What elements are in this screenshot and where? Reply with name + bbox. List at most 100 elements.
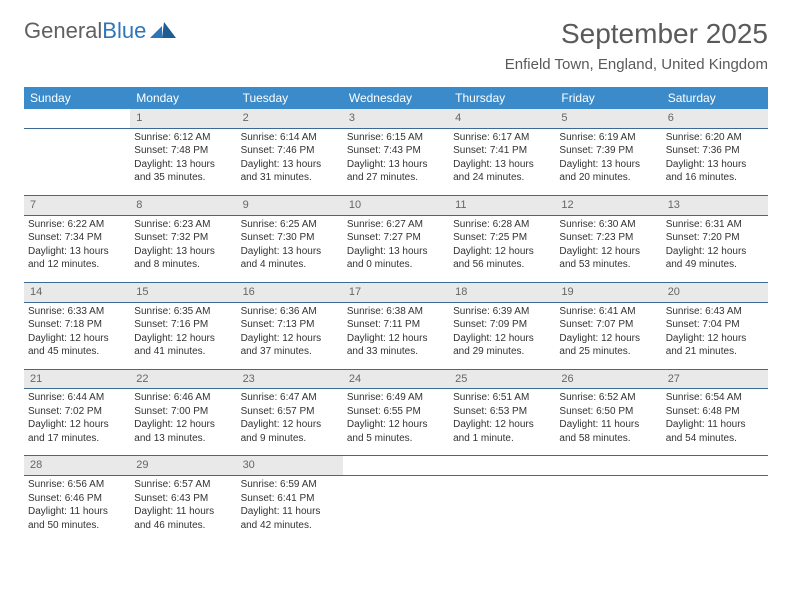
day-data-row: Sunrise: 6:12 AMSunset: 7:48 PMDaylight:…: [24, 128, 768, 195]
daylight-text: Daylight: 12 hours: [666, 245, 764, 259]
day-number-cell: [662, 456, 768, 476]
sunset-text: Sunset: 7:04 PM: [666, 318, 764, 332]
sunrise-text: Sunrise: 6:27 AM: [347, 218, 445, 232]
sunset-text: Sunset: 7:41 PM: [453, 144, 551, 158]
daylight-text: Daylight: 12 hours: [666, 332, 764, 346]
day-number-cell: 11: [449, 195, 555, 215]
daylight-text: Daylight: 11 hours: [559, 418, 657, 432]
day-data-cell: Sunrise: 6:46 AMSunset: 7:00 PMDaylight:…: [130, 389, 236, 456]
sunrise-text: Sunrise: 6:22 AM: [28, 218, 126, 232]
header: GeneralBlue September 2025 Enfield Town,…: [24, 18, 768, 73]
day-data-cell: Sunrise: 6:57 AMSunset: 6:43 PMDaylight:…: [130, 476, 236, 543]
day-data-row: Sunrise: 6:56 AMSunset: 6:46 PM Daylight:…: [24, 476, 768, 543]
day-number-cell: 23: [237, 369, 343, 389]
day-number-cell: 17: [343, 282, 449, 302]
sunset-text: Sunset: 7:25 PM: [453, 231, 551, 245]
day-data-cell: [24, 128, 130, 195]
daylight-text: Daylight: 12 hours: [347, 418, 445, 432]
day-data-cell: Sunrise: 6:15 AMSunset: 7:43 PMDaylight:…: [343, 128, 449, 195]
sunset-text: Sunset: 6:41 PM: [241, 492, 339, 506]
logo-word1: General: [24, 18, 102, 44]
weekday-header: Sunday: [24, 87, 130, 109]
daylight-text: and 50 minutes.: [28, 519, 126, 533]
daylight-text: and 41 minutes.: [134, 345, 232, 359]
sunrise-text: Sunrise: 6:36 AM: [241, 305, 339, 319]
daylight-text: and 21 minutes.: [666, 345, 764, 359]
sunrise-text: Sunrise: 6:17 AM: [453, 131, 551, 145]
sunset-text: Sunset: 7:32 PM: [134, 231, 232, 245]
daylight-text: and 33 minutes.: [347, 345, 445, 359]
daylight-text: and 27 minutes.: [347, 171, 445, 185]
sunset-text: Sunset: 6:48 PM: [666, 405, 764, 419]
sunrise-text: Sunrise: 6:57 AM: [134, 478, 232, 492]
day-number-cell: 30: [237, 456, 343, 476]
day-number-cell: [343, 456, 449, 476]
sunrise-text: Sunrise: 6:19 AM: [559, 131, 657, 145]
sunset-text: Sunset: 7:18 PM: [28, 318, 126, 332]
day-number-cell: 4: [449, 109, 555, 128]
day-number-cell: 2: [237, 109, 343, 128]
daylight-text: Daylight: 11 hours: [241, 505, 339, 519]
day-number-cell: 27: [662, 369, 768, 389]
day-data-cell: Sunrise: 6:33 AMSunset: 7:18 PMDaylight:…: [24, 302, 130, 369]
sunrise-text: Sunrise: 6:28 AM: [453, 218, 551, 232]
sunrise-text: Sunrise: 6:15 AM: [347, 131, 445, 145]
daylight-text: and 13 minutes.: [134, 432, 232, 446]
daylight-text: and 12 minutes.: [28, 258, 126, 272]
sunset-text: Sunset: 6:43 PM: [134, 492, 232, 506]
daylight-text: and 1 minute.: [453, 432, 551, 446]
daylight-text: and 9 minutes.: [241, 432, 339, 446]
sunrise-text: Sunrise: 6:44 AM: [28, 391, 126, 405]
sunrise-text: Sunrise: 6:38 AM: [347, 305, 445, 319]
daylight-text: and 17 minutes.: [28, 432, 126, 446]
sunset-text: Sunset: 6:46 PM: [28, 492, 126, 506]
sunset-text: Sunset: 7:34 PM: [28, 231, 126, 245]
daylight-text: and 5 minutes.: [347, 432, 445, 446]
daylight-text: and 58 minutes.: [559, 432, 657, 446]
day-number-cell: 28: [24, 456, 130, 476]
sunrise-text: Sunrise: 6:23 AM: [134, 218, 232, 232]
day-data-row: Sunrise: 6:22 AMSunset: 7:34 PM Daylight:…: [24, 215, 768, 282]
daylight-text: and 16 minutes.: [666, 171, 764, 185]
sunrise-text: Sunrise: 6:12 AM: [134, 131, 232, 145]
daylight-text: and 24 minutes.: [453, 171, 551, 185]
day-number-row: 14151617181920: [24, 282, 768, 302]
title-block: September 2025 Enfield Town, England, Un…: [505, 18, 768, 73]
day-number-row: 123456: [24, 109, 768, 128]
day-data-cell: [662, 476, 768, 543]
sunrise-text: Sunrise: 6:56 AM: [28, 478, 126, 492]
weekday-header-row: Sunday Monday Tuesday Wednesday Thursday…: [24, 87, 768, 109]
daylight-text: Daylight: 11 hours: [134, 505, 232, 519]
daylight-text: and 31 minutes.: [241, 171, 339, 185]
day-number-cell: 6: [662, 109, 768, 128]
day-number-cell: 21: [24, 369, 130, 389]
day-data-cell: Sunrise: 6:14 AMSunset: 7:46 PMDaylight:…: [237, 128, 343, 195]
sunrise-text: Sunrise: 6:49 AM: [347, 391, 445, 405]
daylight-text: Daylight: 13 hours: [134, 158, 232, 172]
daylight-text: and 49 minutes.: [666, 258, 764, 272]
daylight-text: Daylight: 13 hours: [453, 158, 551, 172]
daylight-text: Daylight: 12 hours: [347, 332, 445, 346]
day-data-cell: Sunrise: 6:25 AMSunset: 7:30 PMDaylight:…: [237, 215, 343, 282]
day-data-cell: [343, 476, 449, 543]
day-number-cell: 15: [130, 282, 236, 302]
day-number-cell: 24: [343, 369, 449, 389]
sunset-text: Sunset: 7:43 PM: [347, 144, 445, 158]
day-number-cell: 22: [130, 369, 236, 389]
sunrise-text: Sunrise: 6:47 AM: [241, 391, 339, 405]
day-data-cell: Sunrise: 6:30 AMSunset: 7:23 PMDaylight:…: [555, 215, 661, 282]
daylight-text: Daylight: 13 hours: [559, 158, 657, 172]
sunrise-text: Sunrise: 6:39 AM: [453, 305, 551, 319]
weekday-header: Tuesday: [237, 87, 343, 109]
sunrise-text: Sunrise: 6:46 AM: [134, 391, 232, 405]
day-data-cell: Sunrise: 6:52 AMSunset: 6:50 PMDaylight:…: [555, 389, 661, 456]
weekday-header: Friday: [555, 87, 661, 109]
daylight-text: Daylight: 12 hours: [453, 245, 551, 259]
day-data-cell: Sunrise: 6:47 AMSunset: 6:57 PMDaylight:…: [237, 389, 343, 456]
sunset-text: Sunset: 6:55 PM: [347, 405, 445, 419]
day-number-cell: 9: [237, 195, 343, 215]
weekday-header: Wednesday: [343, 87, 449, 109]
day-number-row: 21222324252627: [24, 369, 768, 389]
sunset-text: Sunset: 7:07 PM: [559, 318, 657, 332]
sunset-text: Sunset: 6:57 PM: [241, 405, 339, 419]
